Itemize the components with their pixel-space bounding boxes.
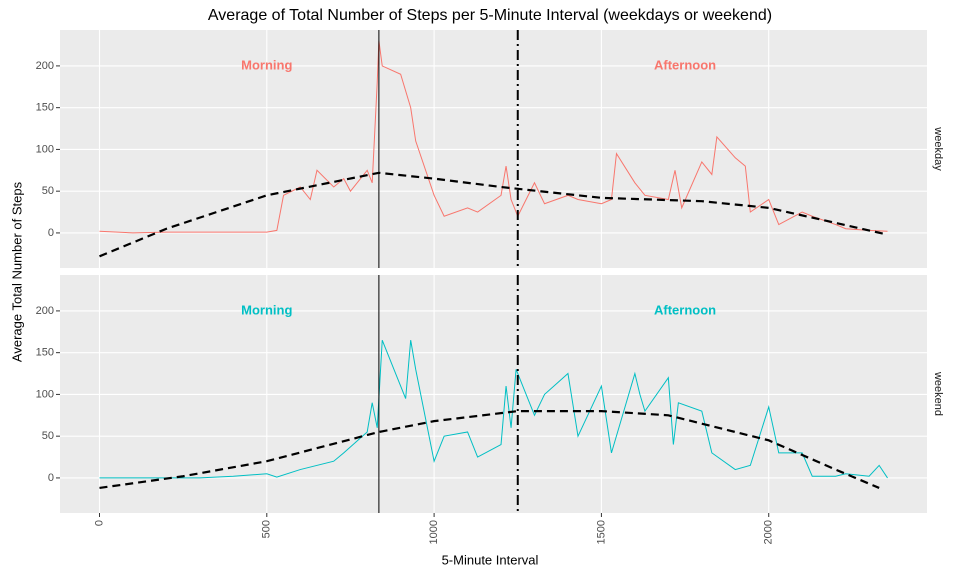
y-tick-label: 50 <box>42 430 54 442</box>
annotation: Morning <box>241 302 292 317</box>
chart-title: Average of Total Number of Steps per 5-M… <box>208 7 772 24</box>
y-tick-label: 150 <box>36 102 54 114</box>
data-line <box>99 339 888 479</box>
y-tick-label: 0 <box>48 227 54 239</box>
y-tick-label: 200 <box>36 60 54 72</box>
x-tick-label: 2000 <box>763 520 775 544</box>
y-tick-label: 150 <box>36 347 54 359</box>
x-tick-label: 0 <box>93 520 105 526</box>
smooth-line <box>99 410 880 490</box>
y-tick-label: 0 <box>48 472 54 484</box>
x-tick-label: 500 <box>261 520 273 538</box>
y-axis-title: Average Total Number of Steps <box>9 181 24 362</box>
y-tick-label: 50 <box>42 185 54 197</box>
data-line <box>99 40 888 234</box>
y-tick-label: 200 <box>36 305 54 317</box>
y-tick-label: 100 <box>36 143 54 155</box>
strip-label: weekend <box>932 371 944 416</box>
annotation: Afternoon <box>654 302 716 317</box>
annotation: Afternoon <box>654 57 716 72</box>
strip-label: weekday <box>932 126 944 171</box>
y-tick-label: 100 <box>36 388 54 400</box>
smooth-line <box>99 171 888 258</box>
x-tick-label: 1000 <box>428 520 440 544</box>
annotation: Morning <box>241 57 292 72</box>
x-axis-title: 5-Minute Interval <box>442 552 539 567</box>
x-tick-label: 1500 <box>595 520 607 544</box>
